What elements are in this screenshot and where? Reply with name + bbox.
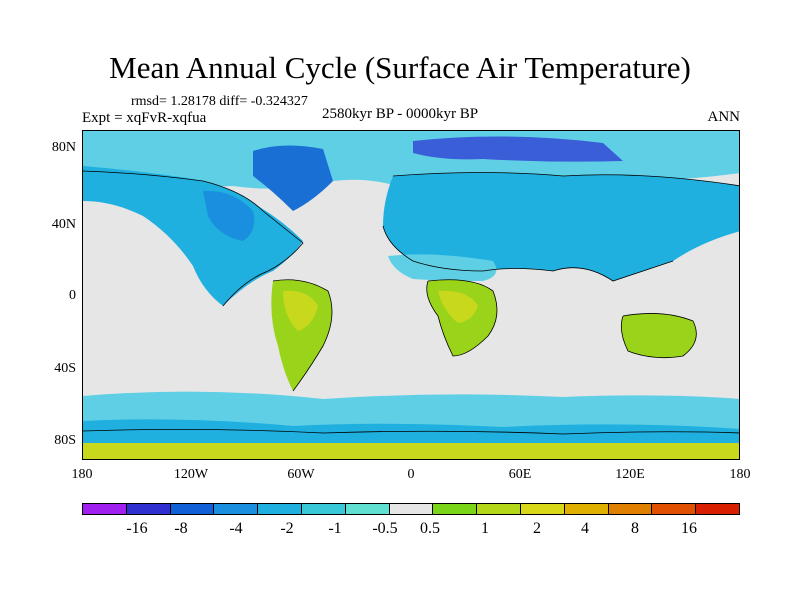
y-tick-label: 80S [54, 433, 76, 448]
colorbar-label: 4 [581, 520, 589, 537]
colorbar-label: -1 [328, 520, 342, 537]
coastlines [83, 170, 739, 435]
colorbar-swatch [520, 504, 565, 514]
period-label: 2580kyr BP - 0000kyr BP [322, 106, 479, 122]
colorbar-swatch [696, 504, 739, 514]
colorbar-swatch [564, 504, 609, 514]
experiment-label: Expt = xqFvR-xqfua [82, 110, 207, 126]
y-tick-label: 0 [69, 288, 76, 303]
colorbar-swatch [345, 504, 390, 514]
colorbar [82, 503, 740, 515]
colorbar-label: 0.5 [420, 520, 440, 537]
greenland-anomaly-region [253, 145, 333, 211]
colorbar-swatch [83, 504, 127, 514]
colorbar-swatch [170, 504, 215, 514]
x-tick-label: 60W [287, 467, 315, 482]
stats-text: rmsd= 1.28178 diff= -0.324327 [131, 94, 308, 109]
africa-warmcore-region [438, 290, 478, 323]
colorbar-label: -8 [174, 520, 188, 537]
colorbar-swatch [389, 504, 434, 514]
south-america-warmcore-region [283, 290, 318, 331]
x-tick-label: 120E [615, 467, 645, 482]
map-canvas [83, 131, 739, 459]
colorbar-swatch [214, 504, 259, 514]
eurasia-anomaly-region [383, 172, 739, 281]
colorbar-label: -0.5 [372, 520, 398, 537]
colorbar-label: 8 [631, 520, 639, 537]
colorbar-label: 1 [481, 520, 489, 537]
x-tick-label: 60E [508, 467, 532, 482]
colorbar-swatch [477, 504, 521, 514]
colorbar-label: -2 [280, 520, 294, 537]
colorbar-swatch [258, 504, 302, 514]
x-tick-label: 180 [729, 467, 751, 482]
colorbar-swatch [126, 504, 171, 514]
x-tick-label: 0 [407, 467, 415, 482]
north-america-anomaly-region [83, 166, 303, 306]
colorbar-swatch [433, 504, 478, 514]
season-label: ANN [707, 109, 741, 125]
y-tick-label: 80N [51, 140, 76, 155]
temperature-map [82, 130, 740, 460]
chart-title: Mean Annual Cycle (Surface Air Temperatu… [109, 50, 691, 85]
north-america-coldcore-region [203, 190, 255, 241]
x-tick-label: 180 [71, 467, 93, 482]
siberia-anomaly-region [413, 136, 623, 162]
colorbar-swatch [652, 504, 697, 514]
southern-ocean-anomaly-region [83, 391, 739, 431]
colorbar-label: 2 [533, 520, 541, 537]
x-tick-label: 120W [173, 467, 209, 482]
australia-anomaly-region [621, 313, 697, 358]
y-tick-label: 40N [51, 217, 76, 232]
colorbar-label: -16 [126, 520, 148, 537]
colorbar-label: 16 [681, 520, 697, 537]
colorbar-swatch [608, 504, 653, 514]
colorbar-swatch [301, 504, 346, 514]
colorbar-label: -4 [229, 520, 243, 537]
y-tick-label: 40S [54, 361, 76, 376]
